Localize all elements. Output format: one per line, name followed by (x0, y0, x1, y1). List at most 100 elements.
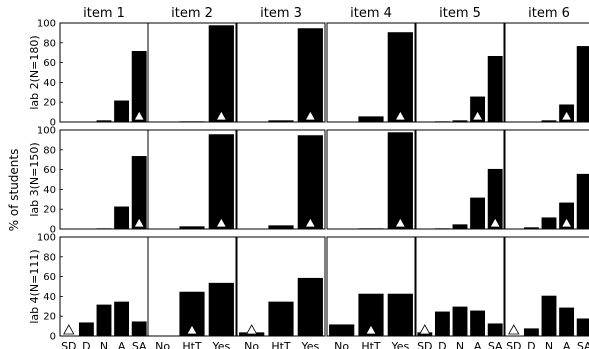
x-tick-label: N (545, 340, 553, 349)
bar (451, 305, 469, 337)
median-marker (365, 324, 377, 335)
bar (540, 295, 558, 337)
bar (576, 317, 589, 337)
x-tick-label: No (334, 340, 349, 349)
bar (297, 277, 324, 337)
bar (576, 45, 589, 123)
y-tick-label: 100 (37, 19, 56, 30)
median-marker (419, 324, 431, 335)
bar (208, 282, 235, 337)
panel-frame (326, 22, 416, 123)
median-marker (215, 217, 228, 228)
panel-frame (147, 129, 237, 230)
panel-frame (236, 236, 326, 337)
y-tick-label: 60 (43, 58, 56, 69)
panel-grid: item 1 item 2 item 3 item 4 item 5 item 6 lab … (28, 6, 589, 349)
y-tick-label: 20 (43, 205, 56, 216)
y-tick-label: 80 (43, 38, 56, 49)
panel-frame (326, 236, 416, 337)
x-tick-label: A (474, 340, 482, 349)
median-marker (304, 110, 317, 121)
x-tick-label: No (155, 340, 170, 349)
bar (267, 301, 295, 337)
y-tick-label: 100 (37, 126, 56, 137)
bar (328, 323, 355, 337)
x-tick-label: SA (488, 340, 503, 349)
bar (95, 304, 113, 337)
median-marker (304, 217, 317, 228)
bar (131, 320, 148, 337)
bar (113, 205, 130, 230)
x-tick-label: D (82, 340, 90, 349)
x-tick-label: SA (577, 340, 589, 349)
x-tick-label: HtT (182, 340, 202, 349)
panel-frame (415, 129, 505, 230)
median-marker (133, 217, 145, 228)
median-marker (394, 217, 407, 228)
bar (558, 306, 575, 337)
y-tick-label: 20 (43, 98, 56, 109)
bar (576, 173, 589, 230)
bar (387, 293, 414, 337)
y-tick-label: 40 (43, 185, 56, 196)
bar (469, 197, 486, 230)
x-tick-label: D (527, 340, 535, 349)
x-tick-label: Yes (300, 340, 319, 349)
bar (469, 309, 486, 337)
y-tick-label: 80 (43, 252, 56, 263)
bar (113, 99, 130, 123)
median-marker (215, 110, 228, 121)
median-marker (394, 110, 407, 121)
y-tick-label: 20 (43, 312, 56, 323)
x-tick-label: A (118, 340, 126, 349)
row-label: lab 4(N=111) (28, 249, 41, 323)
x-tick-label: SD (506, 340, 521, 349)
x-tick-label: D (438, 340, 446, 349)
panel-frame (236, 129, 326, 230)
column-title: item 4 (350, 6, 392, 21)
x-tick-label: SA (132, 340, 147, 349)
panel-frame (415, 236, 505, 337)
median-marker (560, 217, 573, 228)
panel-frame (415, 22, 505, 123)
x-tick-label: SD (61, 340, 76, 349)
row-label: lab 2(N=180) (28, 35, 41, 109)
bar (357, 115, 385, 123)
x-tick-label: N (100, 340, 108, 349)
row-label: lab 3(N=150) (28, 142, 41, 216)
bar (487, 322, 504, 337)
y-tick-label: 60 (43, 272, 56, 283)
x-tick-label: HtT (361, 340, 381, 349)
bar (523, 327, 540, 337)
bar (208, 24, 235, 123)
bar (113, 301, 130, 337)
median-marker (508, 324, 520, 335)
y-tick-label: 80 (43, 145, 56, 156)
x-tick-label: HtT (271, 340, 291, 349)
median-marker (560, 110, 573, 121)
median-marker (186, 324, 198, 335)
y-tick-label: 0 (50, 332, 56, 343)
bar (297, 27, 324, 123)
panel-frame (504, 236, 589, 337)
y-tick-label: 60 (43, 165, 56, 176)
panel-frame (236, 22, 326, 123)
bar (297, 134, 324, 230)
median-marker (245, 324, 258, 335)
bar (78, 321, 95, 337)
median-marker (489, 217, 501, 228)
column-title: item 3 (260, 6, 302, 21)
y-tick-label: 0 (50, 118, 56, 129)
panel-frame (147, 22, 237, 123)
median-marker (133, 110, 145, 121)
x-tick-label: N (456, 340, 464, 349)
bar (267, 224, 295, 230)
panel-frame (504, 129, 589, 230)
column-title: item 1 (83, 6, 125, 21)
bar (434, 310, 451, 337)
bar (451, 223, 469, 230)
panel-frame (147, 236, 237, 337)
y-tick-label: 100 (37, 233, 56, 244)
median-marker (63, 324, 75, 335)
